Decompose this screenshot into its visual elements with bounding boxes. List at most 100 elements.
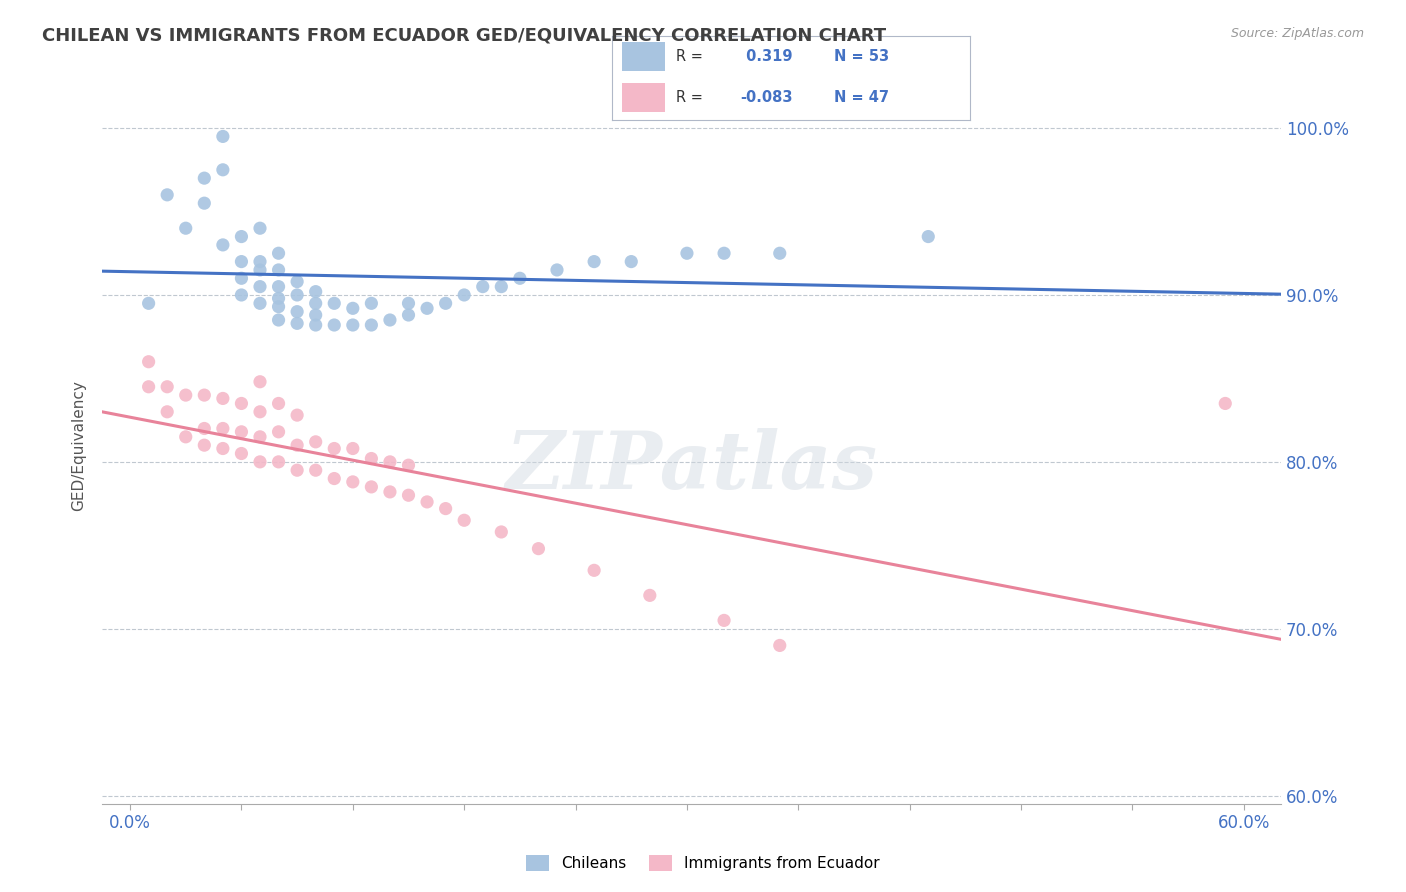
Point xyxy=(769,639,792,653)
Text: -0.083: -0.083 xyxy=(741,90,793,105)
Point xyxy=(193,438,215,452)
Point xyxy=(713,614,735,628)
Point xyxy=(231,229,253,244)
Point xyxy=(305,296,328,310)
Point xyxy=(491,524,513,539)
Point xyxy=(305,463,328,477)
Point xyxy=(398,296,420,310)
Point xyxy=(342,442,364,456)
Point xyxy=(231,425,253,439)
Point xyxy=(360,296,382,310)
Point xyxy=(156,187,179,202)
Point xyxy=(249,455,271,469)
Point xyxy=(285,438,308,452)
Point xyxy=(305,434,328,449)
Point xyxy=(305,308,328,322)
Point xyxy=(249,263,271,277)
Point xyxy=(156,380,179,394)
Point xyxy=(285,463,308,477)
Point xyxy=(156,405,179,419)
Point xyxy=(267,279,290,293)
Text: R =: R = xyxy=(676,49,703,64)
Point xyxy=(620,254,643,268)
Point xyxy=(212,129,235,144)
Point xyxy=(267,425,290,439)
Point xyxy=(138,380,160,394)
Point xyxy=(285,288,308,302)
Text: 0.319: 0.319 xyxy=(741,49,792,64)
Point xyxy=(360,480,382,494)
Point xyxy=(453,513,475,527)
Point xyxy=(231,446,253,460)
Point xyxy=(249,254,271,268)
Text: Source: ZipAtlas.com: Source: ZipAtlas.com xyxy=(1230,27,1364,40)
Point xyxy=(267,246,290,260)
Point xyxy=(193,421,215,435)
Point xyxy=(676,246,699,260)
Point xyxy=(638,588,661,602)
Point xyxy=(398,308,420,322)
Point xyxy=(249,430,271,444)
Point xyxy=(323,442,346,456)
Point xyxy=(249,296,271,310)
Point xyxy=(267,300,290,314)
Point xyxy=(138,296,160,310)
Point xyxy=(174,388,197,402)
Point xyxy=(212,162,235,177)
Text: R =: R = xyxy=(676,90,703,105)
Point xyxy=(342,475,364,489)
Point xyxy=(453,288,475,302)
Point xyxy=(285,316,308,330)
Point xyxy=(434,501,457,516)
Point xyxy=(342,301,364,316)
Point xyxy=(267,263,290,277)
Point xyxy=(416,301,439,316)
Point xyxy=(212,238,235,252)
Point xyxy=(174,430,197,444)
Point xyxy=(323,296,346,310)
Point xyxy=(583,563,606,577)
Point xyxy=(193,196,215,211)
Point xyxy=(267,396,290,410)
Point xyxy=(360,318,382,332)
Point xyxy=(583,254,606,268)
Point xyxy=(378,455,401,469)
Point xyxy=(1213,396,1236,410)
Point xyxy=(342,318,364,332)
Point xyxy=(416,495,439,509)
Point xyxy=(249,375,271,389)
Text: ZIPatlas: ZIPatlas xyxy=(506,428,877,506)
Point xyxy=(231,271,253,285)
Point xyxy=(193,388,215,402)
Point xyxy=(231,288,253,302)
Point xyxy=(249,221,271,235)
Point xyxy=(212,421,235,435)
Text: N = 53: N = 53 xyxy=(834,49,889,64)
Point xyxy=(546,263,568,277)
Point xyxy=(323,318,346,332)
Point xyxy=(212,442,235,456)
Point xyxy=(285,275,308,289)
Point xyxy=(360,451,382,466)
FancyBboxPatch shape xyxy=(623,83,665,112)
Point xyxy=(138,355,160,369)
Point xyxy=(305,285,328,299)
Point xyxy=(769,246,792,260)
Point xyxy=(267,455,290,469)
FancyBboxPatch shape xyxy=(623,43,665,71)
Point xyxy=(231,254,253,268)
Y-axis label: GED/Equivalency: GED/Equivalency xyxy=(72,380,86,510)
Point xyxy=(285,408,308,422)
Text: N = 47: N = 47 xyxy=(834,90,889,105)
Point xyxy=(509,271,531,285)
Point xyxy=(174,221,197,235)
Point xyxy=(527,541,550,556)
Point xyxy=(323,471,346,485)
Point xyxy=(398,458,420,473)
Point xyxy=(378,313,401,327)
Point xyxy=(249,279,271,293)
Point xyxy=(193,171,215,186)
Point xyxy=(491,279,513,293)
Point xyxy=(713,246,735,260)
Point xyxy=(398,488,420,502)
